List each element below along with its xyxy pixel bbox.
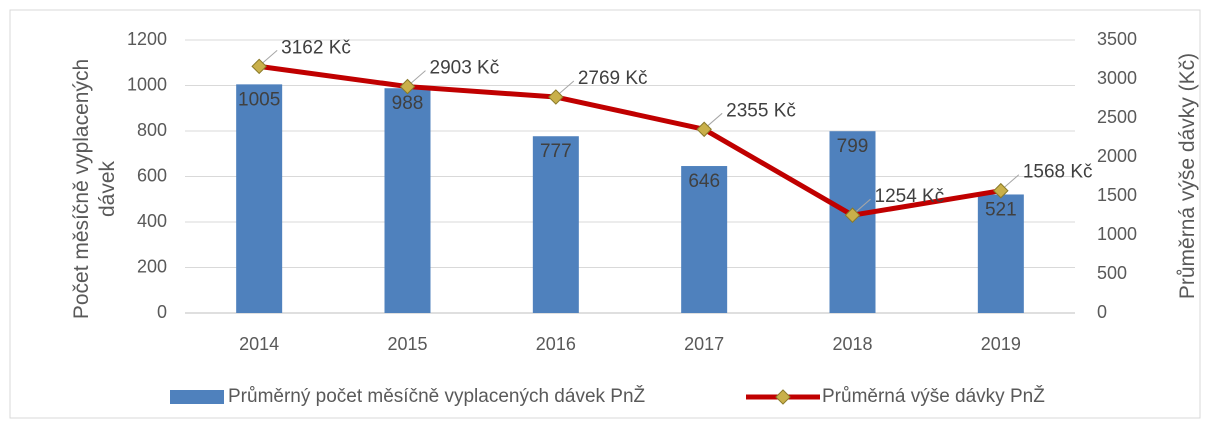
marker (251, 58, 267, 75)
x-tick-label: 2019 (981, 334, 1021, 354)
line (258, 63, 1002, 218)
leader-line (1003, 174, 1020, 189)
y2-tick-label: 500 (1097, 263, 1127, 283)
y-tick-label: 400 (137, 211, 167, 231)
marker (844, 207, 861, 223)
leader-line (855, 198, 871, 213)
leader-line (410, 70, 426, 84)
legend-marker (775, 389, 791, 405)
leader-line (706, 112, 723, 127)
bar-value-label: 521 (985, 199, 1017, 220)
bar (384, 88, 431, 313)
line-value-label: 2355 Kč (726, 100, 796, 121)
y2-axis-label: Průměrná výše dávky (Kč) (1176, 52, 1199, 300)
x-tick-label: 2014 (239, 334, 279, 354)
y2-tick-label: 1500 (1097, 185, 1137, 205)
y-tick-label: 800 (137, 120, 167, 140)
bar (977, 194, 1024, 313)
y-tick-label: 600 (137, 165, 167, 185)
line-value-label: 1568 Kč (1023, 162, 1093, 183)
bar-value-label: 988 (392, 93, 424, 114)
bar-value-label: 777 (540, 141, 572, 162)
y-tick-label: 0 (157, 302, 167, 322)
line-value-label: 3162 Kč (281, 37, 351, 58)
y2-tick-label: 1000 (1097, 224, 1137, 244)
bar-value-label: 646 (688, 171, 720, 192)
marker (548, 89, 564, 105)
x-tick-label: 2017 (684, 334, 724, 354)
bar-value-label: 1005 (238, 89, 280, 110)
bar (681, 166, 728, 313)
x-tick-label: 2015 (387, 334, 427, 354)
y-tick-label: 1000 (127, 74, 167, 94)
line-value-label: 1254 Kč (875, 186, 945, 207)
leader-line (261, 49, 278, 64)
y2-tick-label: 2500 (1097, 107, 1137, 127)
bar (236, 84, 283, 313)
marker (993, 182, 1009, 199)
y2-tick-label: 0 (1097, 302, 1107, 322)
leader-line (558, 80, 575, 95)
x-tick-label: 2016 (536, 334, 576, 354)
chart-border (9, 9, 1201, 419)
y-tick-label: 200 (137, 256, 167, 276)
marker (399, 78, 416, 95)
legend-label: Průměrná výše dávky PnŽ (822, 385, 1045, 407)
y-tick-label: 1200 (127, 29, 167, 49)
legend-swatch (170, 390, 224, 404)
bar (532, 136, 579, 313)
marker (696, 121, 712, 138)
y2-tick-label: 3000 (1097, 68, 1137, 88)
y2-tick-label: 3500 (1097, 29, 1137, 49)
legend-label: Průměrný počet měsíčně vyplacených dávek… (228, 385, 646, 407)
line-value-label: 2903 Kč (430, 58, 500, 79)
bar-value-label: 799 (837, 136, 869, 157)
x-tick-label: 2018 (832, 334, 872, 354)
y-axis-label: Počet měsíčně vyplacených dávek (70, 58, 119, 320)
y2-tick-label: 2000 (1097, 146, 1137, 166)
line-value-label: 2769 Kč (578, 68, 648, 89)
